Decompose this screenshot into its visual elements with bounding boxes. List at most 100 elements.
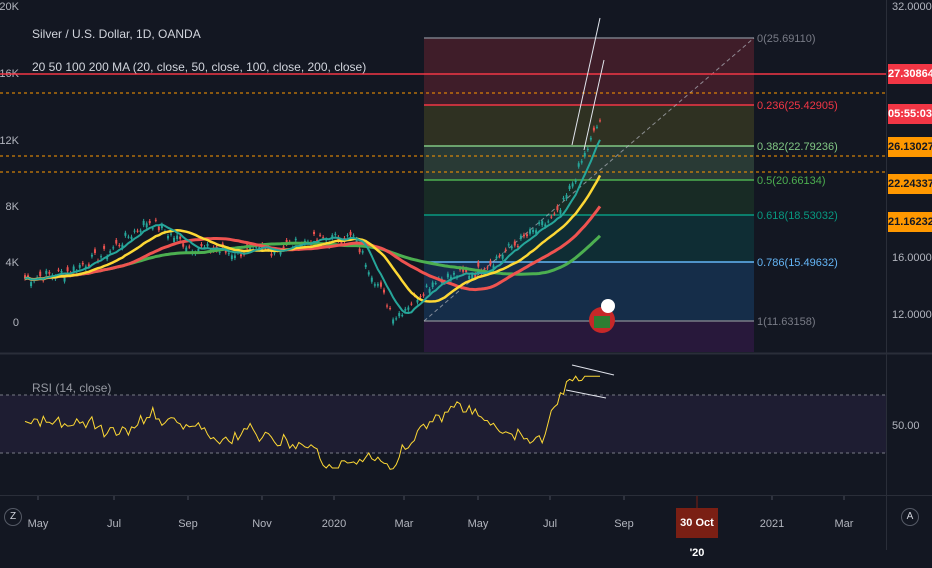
- left-axis-tick: 12K: [0, 135, 20, 147]
- fib-level-label: 0.236(25.42905): [757, 100, 838, 112]
- fib-level-label: 0.5(20.66134): [757, 175, 826, 187]
- candle-body: [157, 226, 160, 231]
- rsi-axis-tick: 50.00: [892, 420, 920, 432]
- candle-body: [81, 262, 84, 265]
- candle-body: [258, 246, 261, 250]
- candle-body: [379, 282, 382, 287]
- candle-body: [331, 235, 334, 239]
- candle-body: [264, 247, 267, 249]
- candle-body: [121, 244, 124, 249]
- time-axis-tick: 2021: [760, 518, 784, 530]
- candle-body: [422, 294, 425, 296]
- candle-body: [468, 275, 471, 279]
- candle-body: [580, 161, 583, 163]
- candle-body: [72, 266, 75, 271]
- candle-body: [386, 305, 389, 307]
- ma20-line: [24, 139, 601, 314]
- left-axis-tick: 4K: [6, 257, 20, 269]
- candle-body: [115, 240, 118, 244]
- candle-body: [176, 235, 179, 239]
- chart-canvas[interactable]: 20K16K12K8K4K032.000016.000012.000050.00…: [0, 0, 932, 550]
- candle-body: [340, 241, 343, 244]
- candle-body: [553, 213, 556, 215]
- candle-body: [529, 229, 532, 234]
- time-axis-tick: Nov: [252, 518, 272, 530]
- candle-body: [465, 268, 468, 273]
- candle-body: [118, 245, 121, 247]
- candle-body: [538, 222, 541, 224]
- candle-body: [586, 149, 589, 151]
- channel-line-lower: [583, 59, 605, 151]
- time-axis-tick: May: [28, 518, 49, 530]
- candle-body: [322, 237, 325, 239]
- candle-body: [434, 283, 437, 285]
- left-axis-tick: 8K: [6, 201, 20, 213]
- candle-body: [376, 284, 379, 286]
- candle-body: [577, 163, 580, 167]
- candle-body: [364, 264, 367, 268]
- crosshair-date-label: 30 Oct '20: [676, 508, 718, 559]
- auto-scale-button[interactable]: A: [901, 508, 919, 526]
- candle-body: [148, 220, 151, 224]
- candle-body: [319, 234, 322, 236]
- candle-body: [282, 246, 285, 249]
- candle-body: [127, 236, 130, 238]
- candle-body: [270, 253, 273, 256]
- candle-body: [410, 303, 413, 305]
- fib-level-label: 0.382(22.79236): [757, 141, 838, 153]
- candle-body: [24, 275, 26, 279]
- candle-body: [197, 248, 200, 252]
- candle-body: [206, 243, 209, 247]
- candle-body: [592, 127, 595, 131]
- candle-body: [145, 223, 148, 228]
- candle-body: [395, 318, 398, 320]
- price-label-ma100: 21.16232: [888, 212, 932, 232]
- candle-body: [200, 243, 203, 247]
- candle-body: [170, 233, 173, 235]
- candle-body: [419, 295, 422, 297]
- zoom-button[interactable]: Z: [4, 508, 22, 526]
- main-pane: [0, 0, 886, 352]
- candle-body: [188, 246, 191, 248]
- candle-body: [501, 254, 504, 259]
- ma-legend[interactable]: 20 50 100 200 MA (20, close, 50, close, …: [32, 60, 367, 74]
- candle-body: [154, 219, 157, 221]
- candle-body: [407, 307, 410, 310]
- candle-body: [474, 274, 477, 278]
- time-axis-tick: Mar: [395, 518, 414, 530]
- time-axis-tick: Jul: [543, 518, 557, 530]
- time-axis-tick: May: [468, 518, 489, 530]
- rsi-pane: [0, 355, 886, 495]
- rsi-legend[interactable]: RSI (14, close): [32, 381, 112, 395]
- fib-level-label: 0.618(18.53032): [757, 210, 838, 222]
- candle-body: [519, 235, 522, 239]
- candle-body: [547, 221, 550, 223]
- price-label-ma50: 22.24337: [888, 174, 932, 194]
- rsi-channel-upper: [571, 364, 615, 376]
- candle-body: [285, 239, 288, 245]
- candle-body: [550, 216, 553, 218]
- price-label-ma20: 26.13027: [888, 137, 932, 157]
- candle-body: [389, 308, 392, 310]
- candle-body: [224, 249, 227, 253]
- candle-body: [392, 319, 395, 324]
- right-axis-tick: 12.0000: [892, 309, 932, 321]
- candle-body: [130, 236, 133, 239]
- candle-body: [255, 246, 258, 248]
- candle-body: [398, 313, 401, 317]
- candle-body: [446, 273, 449, 278]
- candle-body: [179, 236, 182, 239]
- candle-body: [136, 230, 139, 232]
- candle-body: [142, 220, 145, 226]
- candle-body: [218, 251, 221, 253]
- candle-body: [382, 289, 385, 293]
- candle-body: [522, 234, 525, 237]
- candle-body: [63, 277, 66, 282]
- candle-body: [90, 254, 93, 257]
- sticker-icon: [601, 299, 615, 313]
- candle-body: [373, 284, 376, 286]
- candle-body: [595, 126, 598, 128]
- candle-body: [489, 260, 492, 265]
- candle-body: [45, 270, 48, 274]
- candle-body: [513, 241, 516, 246]
